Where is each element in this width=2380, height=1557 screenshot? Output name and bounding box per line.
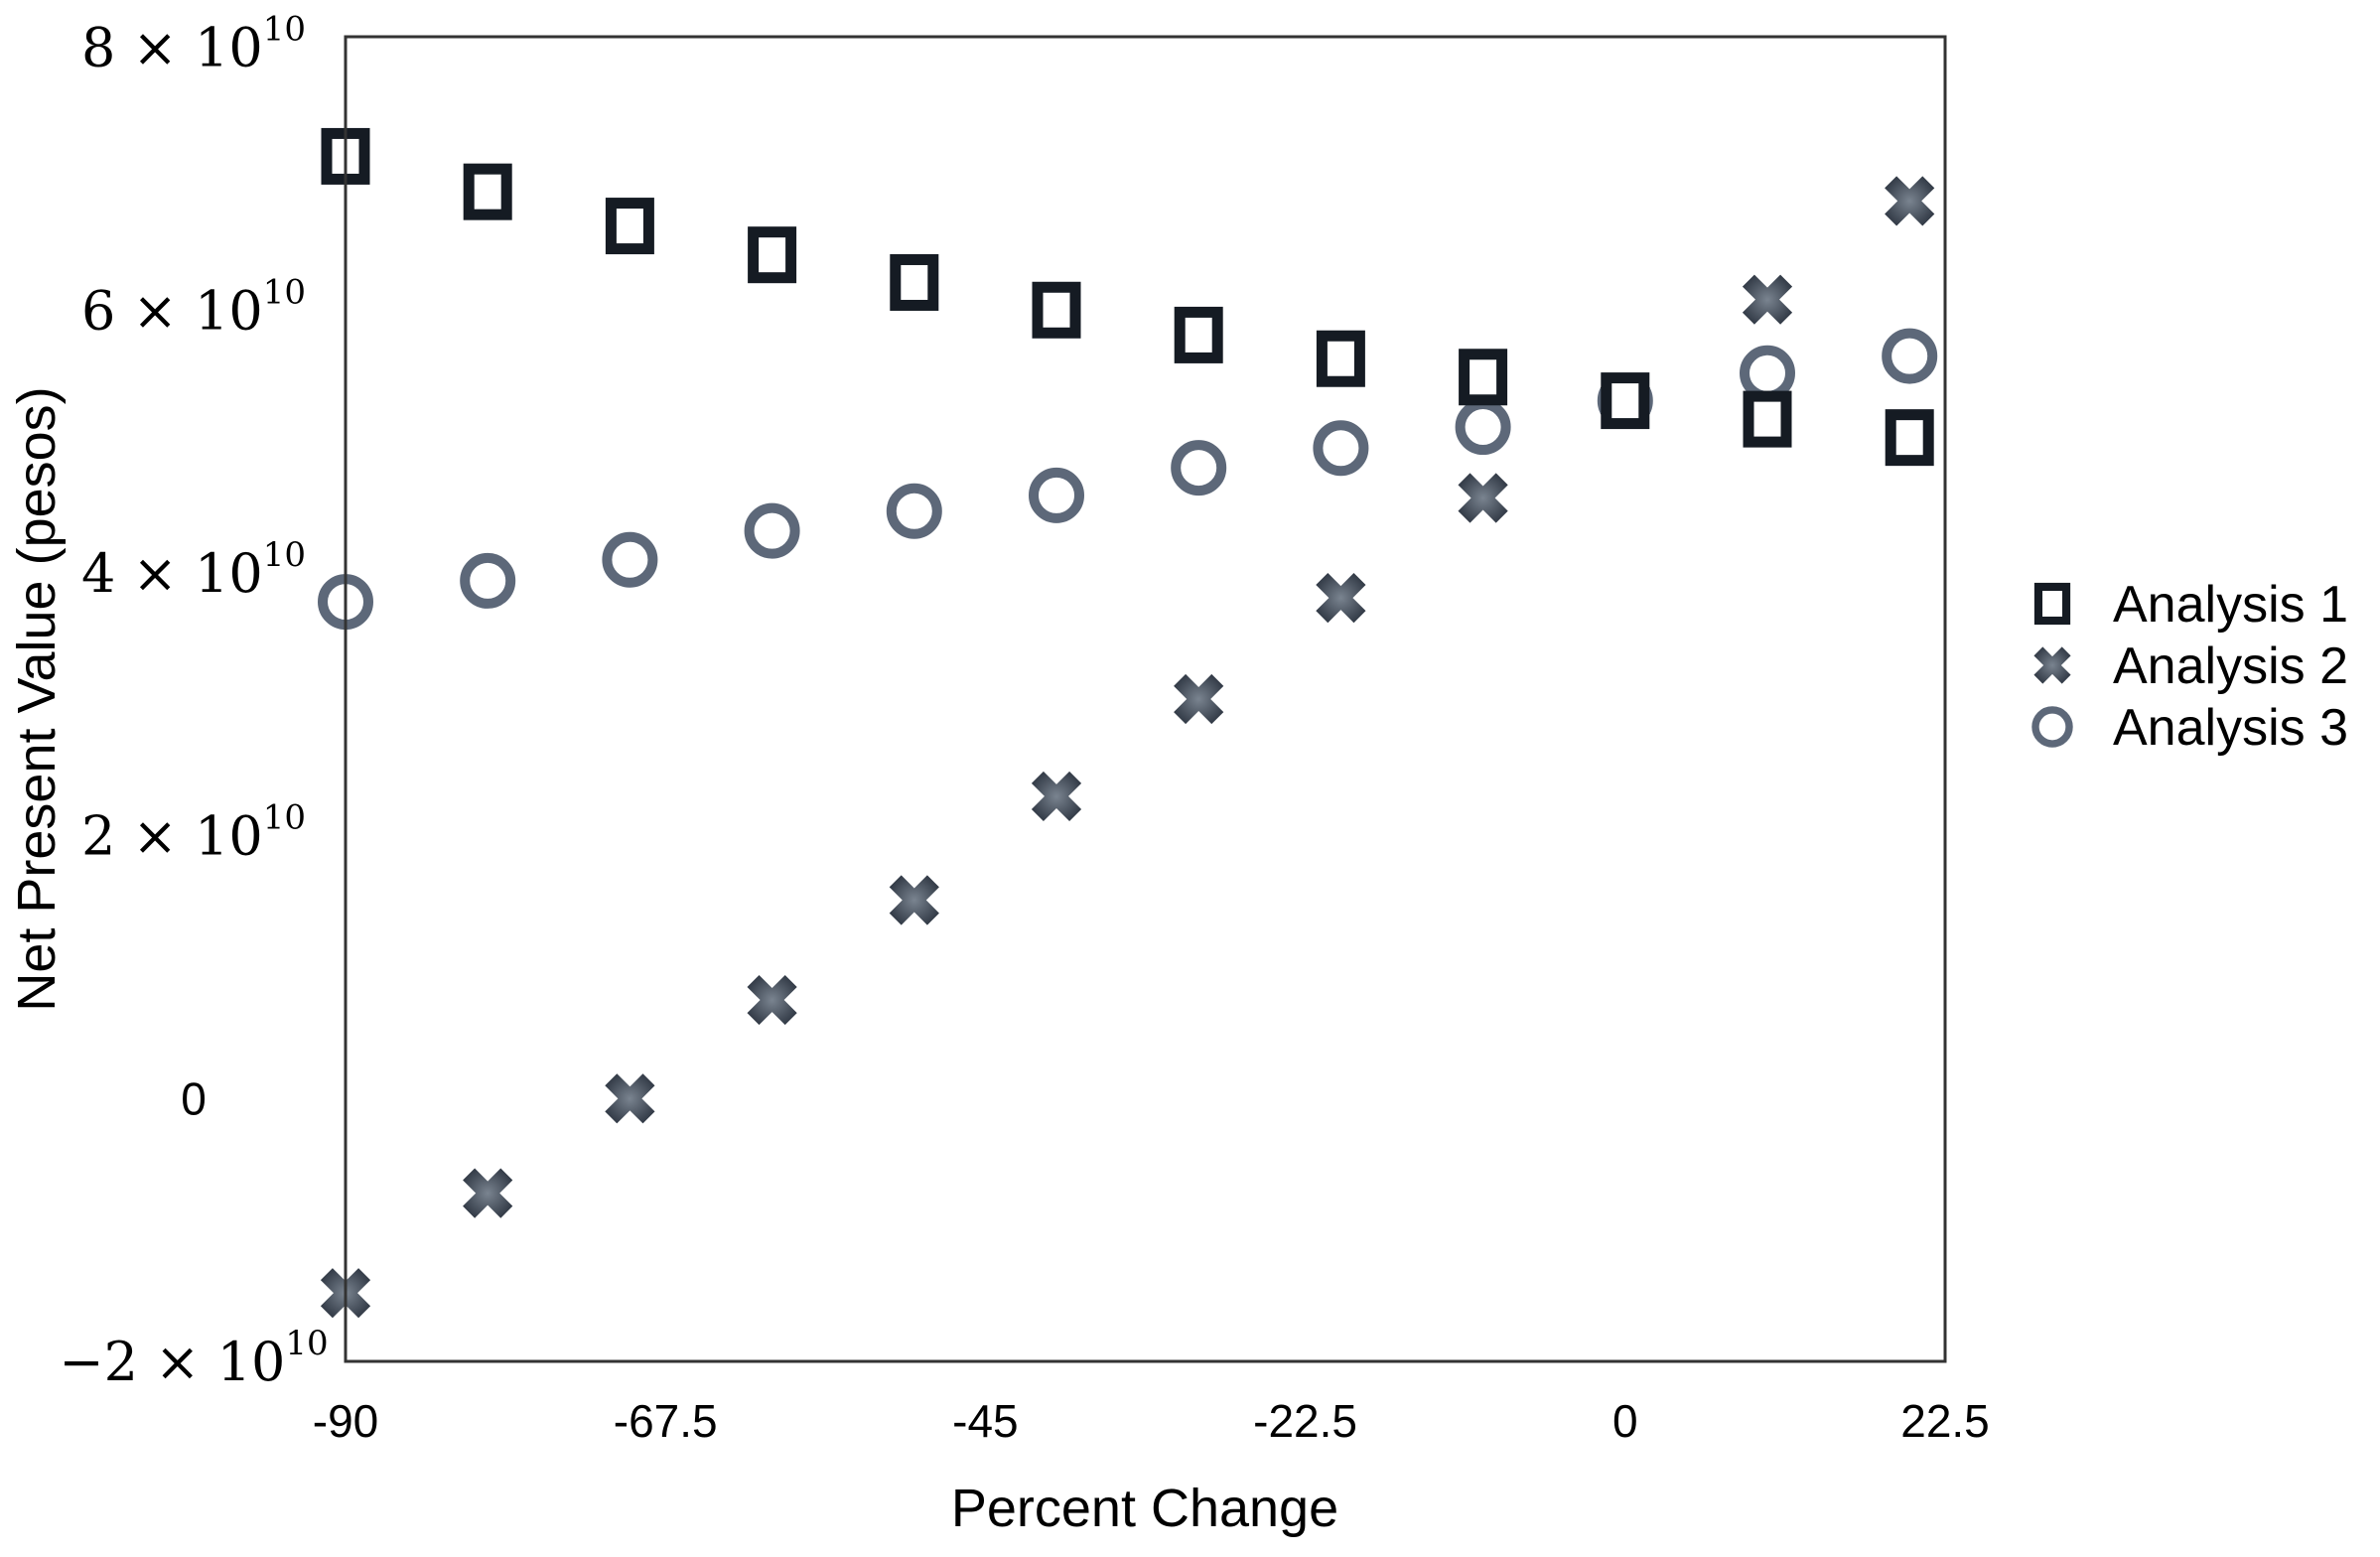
y-tick-label-0: 8 × 1010 <box>81 10 306 79</box>
x-tick-label--67.5: -67.5 <box>614 1395 718 1447</box>
y-tick-label-4: 0 <box>181 1072 207 1124</box>
x-marker-group-analysis-2-pt-3 <box>747 974 797 1026</box>
x-marker-analysis-2-pt-2 <box>605 1073 655 1124</box>
x-marker-group-analysis-2-pt-5 <box>1031 771 1082 822</box>
y-tick-base-5: −2 × 10 <box>59 1331 285 1393</box>
legend-label-analysis-1: Analysis 1 <box>2113 576 2348 634</box>
square-marker-analysis-1-pt-6 <box>1174 306 1223 363</box>
square-marker-analysis-1-pt-2 <box>605 198 654 255</box>
x-marker-analysis-2-pt-7 <box>1316 572 1366 624</box>
square-marker-analysis-1-pt-9 <box>1601 372 1650 430</box>
y-tick-label-1: 6 × 1010 <box>81 272 306 342</box>
circle-marker-legend-analysis-3 <box>2031 706 2073 748</box>
x-marker-group-analysis-2-pt-10 <box>1742 274 1793 325</box>
legend-label-analysis-3: Analysis 3 <box>2113 699 2348 757</box>
y-tick-base-3: 2 × 10 <box>81 805 263 868</box>
x-marker-analysis-2-pt-5 <box>1031 771 1082 822</box>
x-marker-analysis-2-pt-11 <box>1885 176 1935 226</box>
square-marker-analysis-1-pt-3 <box>748 226 797 284</box>
circle-marker-analysis-3-pt-8 <box>1455 399 1511 456</box>
series-1-points <box>321 127 1934 467</box>
y-tick-label-5: −2 × 1010 <box>59 1324 328 1393</box>
circle-marker-analysis-3-pt-2 <box>602 531 658 588</box>
y-tick-exponent-3: 10 <box>263 798 306 838</box>
y-tick-label-3: 2 × 1010 <box>81 798 306 868</box>
x-marker-analysis-2-pt-8 <box>1458 473 1508 523</box>
legend-entry-analysis-3: Analysis 3 <box>2031 699 2348 757</box>
circle-marker-analysis-3-pt-5 <box>1029 467 1084 523</box>
series-3-points <box>318 328 1938 631</box>
square-marker-analysis-1-pt-1 <box>463 163 512 220</box>
x-marker-group-analysis-2-pt-1 <box>463 1168 513 1218</box>
x-marker-analysis-2-pt-1 <box>463 1168 513 1218</box>
legend-entry-analysis-1: Analysis 1 <box>2033 576 2348 634</box>
circle-marker-analysis-3-pt-1 <box>460 552 516 609</box>
x-marker-analysis-2-pt-6 <box>1174 673 1224 725</box>
circle-marker-analysis-3-pt-11 <box>1882 328 1938 384</box>
x-axis-title: Percent Change <box>951 1479 1338 1538</box>
circle-marker-analysis-3-pt-4 <box>886 483 942 539</box>
x-marker-group-analysis-2-pt-7 <box>1316 572 1366 624</box>
y-tick-base-0: 8 × 10 <box>81 17 263 79</box>
x-marker-group-legend-analysis-2 <box>2033 646 2071 684</box>
x-marker-group-analysis-2-pt-11 <box>1885 176 1935 226</box>
y-tick-base-1: 6 × 10 <box>81 279 263 342</box>
x-marker-group-analysis-2-pt-6 <box>1174 673 1224 725</box>
square-marker-legend-analysis-1 <box>2033 582 2071 626</box>
circle-marker-analysis-3-pt-3 <box>744 502 800 559</box>
x-marker-group-analysis-2-pt-8 <box>1458 473 1508 523</box>
circle-marker-analysis-3-pt-6 <box>1171 440 1227 496</box>
square-marker-analysis-1-pt-10 <box>1743 390 1792 448</box>
circle-marker-analysis-3-pt-7 <box>1313 420 1369 477</box>
x-tick-label--90: -90 <box>313 1395 378 1447</box>
circle-marker-analysis-3-pt-10 <box>1740 345 1795 401</box>
square-marker-analysis-1-pt-8 <box>1459 349 1508 406</box>
square-marker-analysis-1-pt-5 <box>1032 281 1081 339</box>
x-marker-analysis-2-pt-4 <box>889 875 939 925</box>
plot-border <box>344 35 1947 1363</box>
square-marker-analysis-1-pt-4 <box>890 253 939 311</box>
x-tick-label--45: -45 <box>952 1395 1018 1447</box>
x-tick-label-22.5: 22.5 <box>1900 1395 1990 1447</box>
y-tick-exponent-2: 10 <box>263 535 306 575</box>
x-marker-analysis-2-pt-10 <box>1742 274 1793 325</box>
x-tick-labels: -90 -67.5 -45 -22.5 0 22.5 <box>313 1395 1990 1447</box>
x-marker-group-analysis-2-pt-2 <box>605 1073 655 1124</box>
square-marker-analysis-1-pt-11 <box>1885 409 1934 467</box>
x-tick-label--22.5: -22.5 <box>1253 1395 1357 1447</box>
legend-entry-analysis-2: Analysis 2 <box>2033 637 2348 695</box>
x-marker-analysis-2-pt-3 <box>747 974 797 1026</box>
x-marker-legend-analysis-2 <box>2033 646 2071 684</box>
y-tick-exponent-5: 10 <box>285 1324 328 1363</box>
x-tick-label-0: 0 <box>1612 1395 1638 1447</box>
data-points-layer <box>318 127 1938 1319</box>
square-marker-analysis-1-pt-7 <box>1316 330 1365 387</box>
y-tick-label-2: 4 × 1010 <box>81 535 306 605</box>
series-2-points <box>320 176 1935 1319</box>
y-tick-exponent-0: 10 <box>263 10 306 50</box>
x-marker-group-analysis-2-pt-4 <box>889 875 939 925</box>
y-tick-exponent-1: 10 <box>263 272 306 312</box>
y-axis-title: Net Present Value (pesos) <box>7 386 67 1011</box>
legend-label-analysis-2: Analysis 2 <box>2113 637 2348 695</box>
y-tick-base-2: 4 × 10 <box>81 542 263 605</box>
